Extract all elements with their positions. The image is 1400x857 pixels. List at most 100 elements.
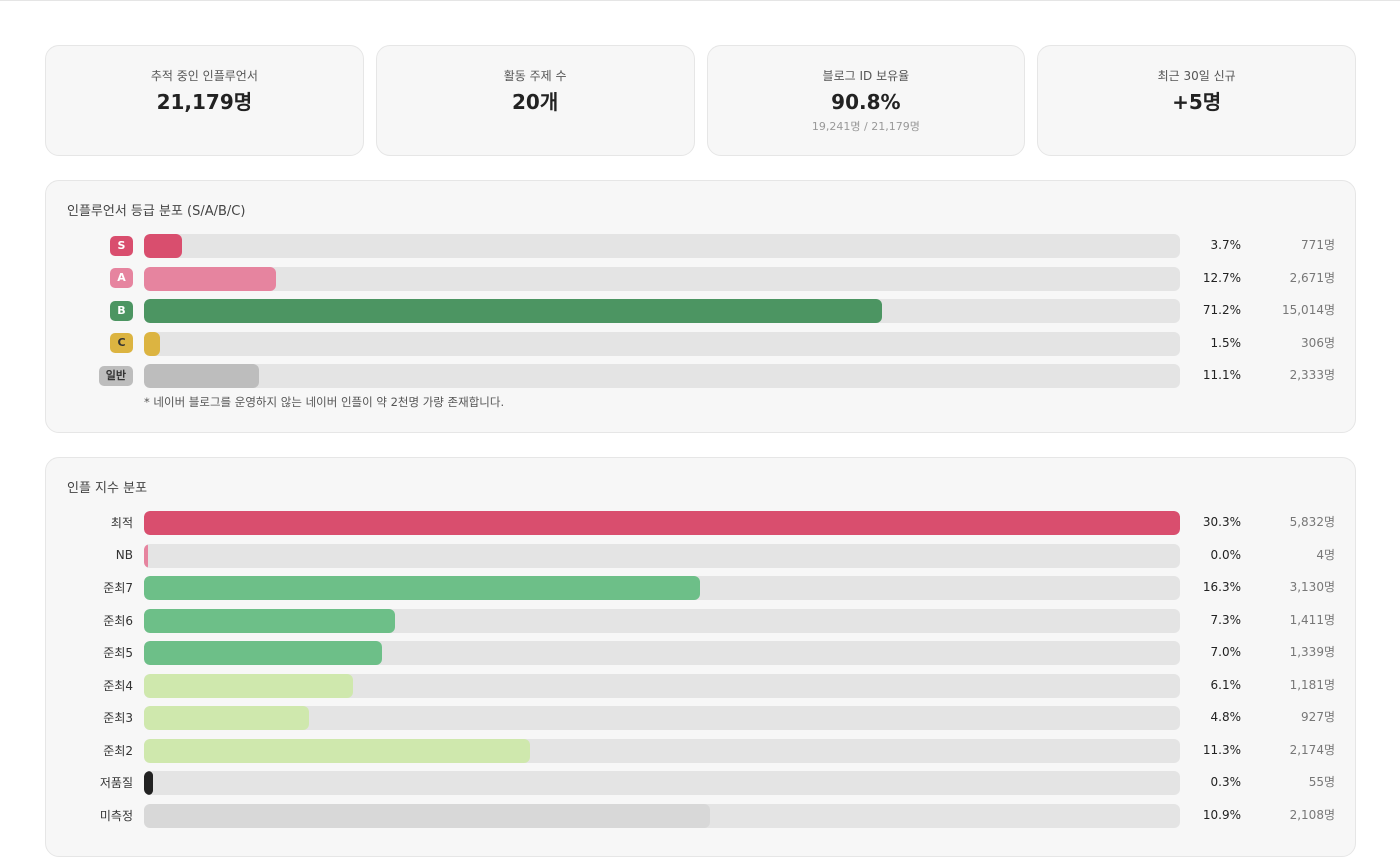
stat-label: 활동 주제 수 xyxy=(503,69,567,83)
row-label-wrap: 준최6 xyxy=(103,608,133,633)
bar-track xyxy=(144,738,1180,763)
bar-track xyxy=(144,234,1180,258)
row-percent: 12.7% xyxy=(1202,270,1241,285)
row-count: 2,108명 xyxy=(1289,807,1335,822)
row-label: 저품질 xyxy=(99,776,133,790)
bar-track xyxy=(144,299,1180,323)
grade-distribution-panel: 인플루언서 등급 분포 (S/A/B/C) S 3.7% 771명 A 12.7% 2,6… xyxy=(45,180,1356,433)
distribution-row: 저품질 0.3% 55명 xyxy=(46,770,1357,803)
distribution-row: 준최6 7.3% 1,411명 xyxy=(46,608,1357,641)
bar-fill xyxy=(144,266,276,291)
row-label-wrap: 준최2 xyxy=(103,738,133,763)
stat-card-new-30d: 최근 30일 신규 +5명 xyxy=(1037,45,1356,156)
stat-card-topics: 활동 주제 수 20개 xyxy=(375,45,695,156)
row-percent: 10.9% xyxy=(1202,807,1241,822)
panel-title: 인플 지수 분포 xyxy=(67,481,148,496)
row-count: 15,014명 xyxy=(1281,303,1335,317)
bar-fill xyxy=(144,511,1180,535)
bar-fill xyxy=(144,673,353,698)
bar-fill xyxy=(144,331,160,356)
bar-fill xyxy=(144,771,153,795)
bar-fill xyxy=(144,543,148,568)
distribution-row: 준최5 7.0% 1,339명 xyxy=(46,640,1357,673)
grade-badge: 일반 xyxy=(98,365,133,386)
stat-value: 21,179명 xyxy=(156,90,253,114)
distribution-row: 준최2 11.3% 2,174명 xyxy=(46,738,1357,771)
stat-label: 최근 30일 신규 xyxy=(1157,69,1236,83)
bar-track xyxy=(144,511,1180,535)
row-percent: 1.5% xyxy=(1210,335,1242,350)
bar-track xyxy=(144,673,1180,698)
distribution-row: 준최7 16.3% 3,130명 xyxy=(46,575,1357,608)
distribution-row: B 71.2% 15,014명 xyxy=(46,298,1357,331)
row-label: 최적 xyxy=(110,516,133,530)
row-count: 771명 xyxy=(1301,238,1335,252)
bar-fill xyxy=(144,364,259,388)
row-count: 2,671명 xyxy=(1289,270,1335,285)
row-count: 2,333명 xyxy=(1289,368,1335,382)
row-count: 927명 xyxy=(1301,710,1335,724)
row-count: 1,411명 xyxy=(1289,612,1335,627)
row-label-wrap: C xyxy=(110,331,133,356)
bar-track xyxy=(144,641,1180,665)
grade-rows: S 3.7% 771명 A 12.7% 2,671명 B 71.2% 15,014명 C 1.5% 3… xyxy=(46,233,1357,396)
row-label-wrap: 준최7 xyxy=(103,575,133,600)
distribution-row: A 12.7% 2,671명 xyxy=(46,266,1357,299)
bar-track xyxy=(144,543,1180,568)
row-label-wrap: 최적 xyxy=(111,510,133,535)
bar-track xyxy=(144,706,1180,730)
bar-fill xyxy=(144,608,395,633)
grade-badge: C xyxy=(110,333,133,353)
row-percent: 0.0% xyxy=(1210,547,1242,562)
top-divider xyxy=(0,0,1400,1)
row-percent: 6.1% xyxy=(1210,677,1242,692)
bar-fill xyxy=(144,738,530,763)
row-percent: 11.3% xyxy=(1202,742,1241,757)
row-percent: 3.7% xyxy=(1210,238,1242,252)
bar-fill xyxy=(144,299,882,323)
stat-card-tracked: 추적 중인 인플루언서 21,179명 xyxy=(45,45,364,156)
distribution-row: 미측정 10.9% 2,108명 xyxy=(46,803,1357,836)
bar-track xyxy=(144,576,1180,600)
row-count: 4명 xyxy=(1316,547,1335,562)
stat-label: 추적 중인 인플루언서 xyxy=(150,69,258,83)
row-label-wrap: 준최3 xyxy=(103,705,133,730)
row-label-wrap: NB xyxy=(116,543,133,568)
stat-value: 90.8% xyxy=(831,90,901,114)
grade-badge: B xyxy=(110,300,133,321)
stat-value: +5명 xyxy=(1172,90,1222,114)
bar-track xyxy=(144,608,1180,633)
row-label: 미측정 xyxy=(99,808,133,823)
row-label: 준최7 xyxy=(103,581,133,595)
row-count: 3,130명 xyxy=(1289,580,1335,594)
bar-fill xyxy=(144,706,309,730)
bar-fill xyxy=(144,641,382,665)
row-label-wrap: 준최5 xyxy=(103,640,133,665)
row-label-wrap: S xyxy=(110,233,133,258)
row-label: 준최3 xyxy=(103,711,133,725)
row-count: 5,832명 xyxy=(1289,515,1335,529)
bar-track xyxy=(144,364,1180,388)
row-percent: 4.8% xyxy=(1210,710,1242,724)
bar-track xyxy=(144,803,1180,828)
row-label-wrap: 저품질 xyxy=(100,770,133,795)
row-count: 2,174명 xyxy=(1289,742,1335,757)
row-label: 준최5 xyxy=(103,646,133,660)
stat-label: 블로그 ID 보유율 xyxy=(822,69,910,83)
row-label: 준최4 xyxy=(103,678,133,693)
distribution-row: 최적 30.3% 5,832명 xyxy=(46,510,1357,543)
footnote: * 네이버 블로그를 운영하지 않는 네이버 인플이 약 2천명 가량 존재합니… xyxy=(144,395,505,409)
stat-card-blog-id-rate: 블로그 ID 보유율 90.8% 19,241명 / 21,179명 xyxy=(706,45,1026,156)
distribution-row: NB 0.0% 4명 xyxy=(46,543,1357,576)
distribution-row: 준최3 4.8% 927명 xyxy=(46,705,1357,738)
panel-title: 인플루언서 등급 분포 (S/A/B/C) xyxy=(67,204,246,219)
row-percent: 11.1% xyxy=(1202,368,1241,382)
distribution-row: C 1.5% 306명 xyxy=(46,331,1357,364)
row-count: 306명 xyxy=(1301,335,1335,350)
distribution-row: 준최4 6.1% 1,181명 xyxy=(46,673,1357,706)
bar-track xyxy=(144,771,1180,795)
bar-track xyxy=(144,266,1180,291)
grade-badge: A xyxy=(110,268,133,288)
row-percent: 0.3% xyxy=(1210,775,1242,789)
